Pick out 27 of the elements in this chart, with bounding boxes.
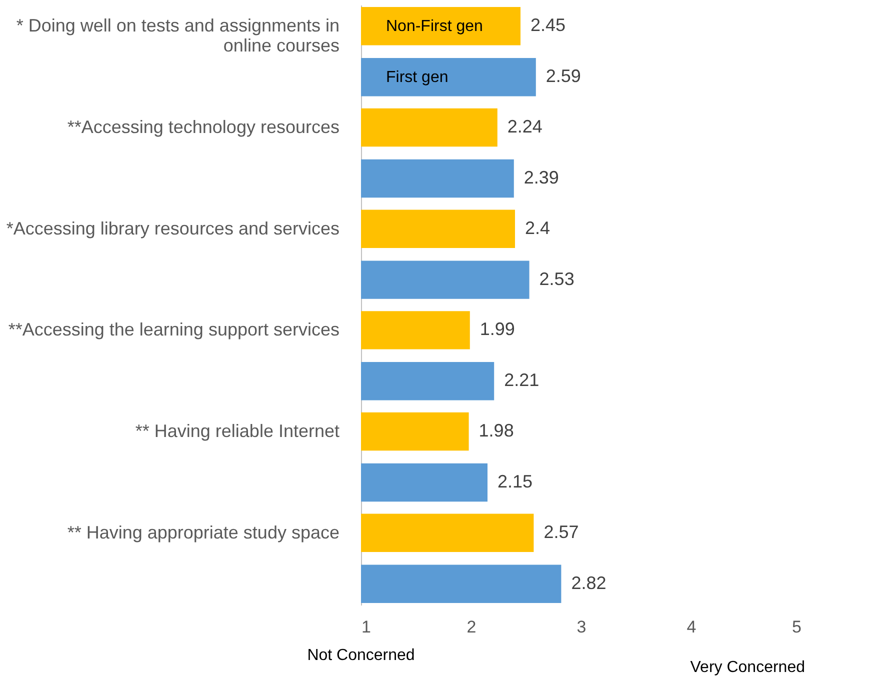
data-label: 2.57 <box>544 522 579 542</box>
data-label: 2.24 <box>507 116 542 136</box>
x-tick-label: 1 <box>362 618 371 636</box>
y-tick-label: **Accessing the learning support services <box>8 320 340 340</box>
data-label: 2.45 <box>530 15 566 36</box>
data-label: 2.4 <box>525 218 550 238</box>
data-label: 1.98 <box>478 420 514 441</box>
x-tick-label: 3 <box>576 618 586 636</box>
y-tick-label: ** Having reliable Internet <box>135 421 340 442</box>
series-label: First gen <box>386 69 448 86</box>
x-tick-label: 4 <box>686 618 696 636</box>
x-tick-label: 2 <box>466 618 476 636</box>
x-tick-label: 5 <box>792 618 802 636</box>
y-tick-label: * Doing well on tests and assignments in online courses <box>16 16 340 56</box>
data-label: 2.21 <box>504 370 540 390</box>
text: Not Concerned <box>307 647 415 664</box>
y-tick-label: ** Having appropriate study space <box>67 522 340 542</box>
series-label: Non-First gen <box>386 18 483 36</box>
data-label: 2.15 <box>498 472 533 492</box>
y-tick-label: *Accessing library resources and services <box>6 218 340 238</box>
data-label: 2.53 <box>539 268 574 289</box>
data-label: 2.82 <box>571 572 606 593</box>
data-label: 2.39 <box>524 167 559 188</box>
y-tick-label: **Accessing technology resources <box>67 116 340 137</box>
text: Very Concerned <box>690 659 805 676</box>
data-label: 2.59 <box>546 66 581 86</box>
data-label: 1.99 <box>480 319 515 340</box>
